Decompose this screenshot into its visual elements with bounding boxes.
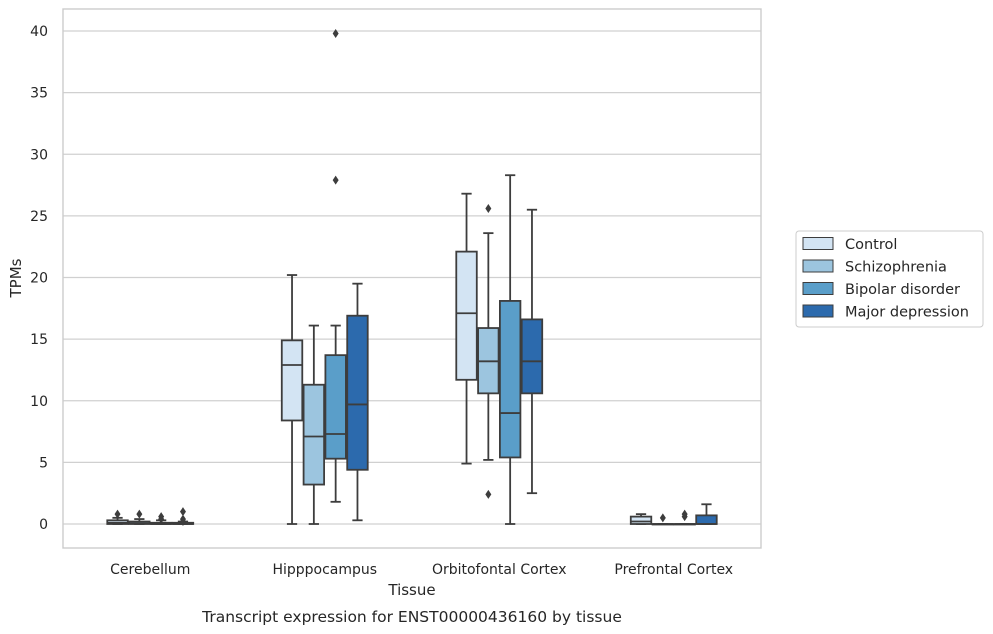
outlier-0 — [485, 203, 492, 213]
box-body — [324, 354, 347, 460]
box-groups — [106, 28, 718, 527]
outlier-0 — [179, 507, 186, 517]
box-2-3 — [673, 509, 696, 526]
box-2-1 — [324, 28, 347, 503]
legend-swatch-2 — [802, 282, 834, 295]
y-axis-label: TPMs — [7, 258, 25, 298]
plot-background — [63, 9, 761, 548]
plot-frame — [62, 8, 762, 549]
box-1-1 — [302, 324, 325, 525]
x-axis-label: Tissue — [387, 581, 435, 599]
chart-caption: Transcript expression for ENST0000043616… — [201, 608, 622, 626]
box-3-2 — [520, 208, 544, 495]
box-body — [455, 250, 478, 381]
box-body — [520, 318, 544, 395]
box-0-2 — [455, 192, 478, 465]
outlier-0 — [136, 509, 143, 519]
series-2 — [150, 28, 696, 526]
legend: Control Schizophrenia Bipolar disorder Majo… — [795, 230, 984, 328]
y-tick-label-15: 15 — [30, 332, 48, 348]
box-3-3 — [695, 503, 718, 525]
box-0-3 — [629, 513, 653, 525]
x-tick-labels: Cerebellum Hipppocampus Orbitofontal Corte… — [110, 562, 733, 578]
legend-frame — [795, 230, 984, 328]
box-body — [346, 314, 369, 471]
legend-label-1: Schizophrenia — [845, 260, 947, 276]
y-tick-label-10: 10 — [30, 394, 48, 410]
legend-swatch-1 — [802, 259, 834, 273]
box-2-0 — [150, 512, 173, 525]
box-3-0 — [171, 507, 195, 527]
y-tick-label-20: 20 — [30, 271, 48, 287]
legend-swatch-3 — [802, 304, 834, 318]
box-body — [302, 383, 325, 486]
box-1-2 — [477, 203, 500, 499]
box-body — [280, 339, 304, 422]
outlier-0 — [332, 28, 339, 38]
box-0-1 — [280, 274, 304, 525]
box-1-0 — [128, 509, 151, 525]
box-3-1 — [346, 282, 369, 522]
series-3 — [171, 208, 718, 527]
y-tick-label-40: 40 — [30, 24, 48, 40]
box-1-3 — [651, 513, 674, 526]
series-1 — [128, 203, 674, 526]
grid-lines — [63, 30, 761, 525]
x-tick-label-0: Cerebellum — [110, 562, 190, 578]
legend-label-2: Bipolar disorder — [845, 282, 960, 298]
outlier-1 — [158, 514, 165, 524]
legend-swatch-0 — [802, 237, 834, 250]
box-body — [499, 300, 522, 459]
y-tick-labels: 0 5 10 15 20 25 30 35 40 — [30, 24, 48, 533]
box-0-0 — [106, 509, 129, 525]
outlier-1 — [332, 175, 339, 185]
outlier-1 — [681, 512, 688, 522]
y-tick-label-30: 30 — [30, 147, 48, 163]
outlier-0 — [114, 509, 121, 519]
legend-items: Control Schizophrenia Bipolar disorder Majo… — [802, 237, 969, 321]
y-tick-label-35: 35 — [30, 86, 48, 102]
box-2-2 — [499, 174, 522, 525]
legend-label-3: Major depression — [845, 305, 969, 321]
box-body — [695, 514, 718, 525]
legend-label-0: Control — [845, 237, 897, 253]
series-0 — [106, 192, 653, 525]
x-tick-label-1: Hipppocampus — [272, 562, 377, 578]
x-tick-label-2: Orbitofontal Cortex — [432, 562, 567, 578]
outlier-2 — [179, 517, 186, 527]
y-tick-label-5: 5 — [39, 455, 48, 471]
outlier-1 — [485, 489, 492, 499]
y-tick-label-25: 25 — [30, 209, 48, 225]
box-body — [629, 515, 653, 525]
y-tick-label-0: 0 — [39, 517, 48, 533]
outlier-0 — [659, 513, 666, 523]
x-tick-label-3: Prefrontal Cortex — [614, 562, 733, 578]
